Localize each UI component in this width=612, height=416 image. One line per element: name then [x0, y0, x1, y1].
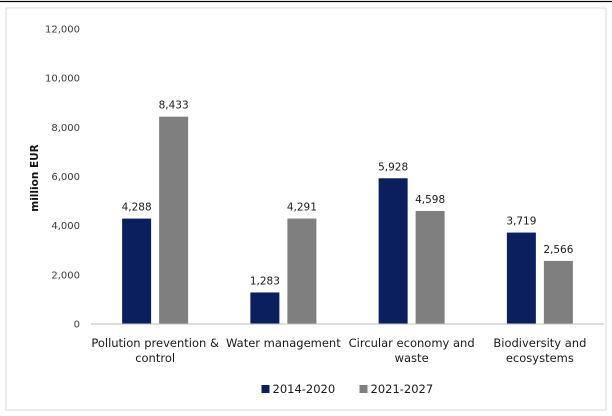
data-label: 4,291 [287, 202, 317, 214]
data-labels-group: 4,288 8,433 1,283 4,291 5,928 4,598 3,719 2,566 [122, 100, 574, 288]
y-tick-label: 0 [74, 320, 80, 331]
y-axis-ticks: 0 2,000 4,000 6,000 8,000 10,000 12,000 [45, 25, 80, 331]
category-label-line: Pollution prevention & [91, 336, 219, 350]
legend-swatch [359, 385, 368, 393]
bar [415, 210, 445, 324]
category-label: Circular economy and waste [349, 336, 475, 365]
bars-group [122, 116, 573, 324]
y-tick-label: 8,000 [51, 123, 80, 134]
bar [250, 292, 280, 324]
y-tick-label: 10,000 [45, 74, 80, 85]
y-tick-label: 6,000 [51, 172, 80, 183]
data-label: 3,719 [506, 216, 536, 228]
data-label: 4,288 [122, 202, 152, 214]
data-label: 2,566 [543, 244, 573, 256]
data-label: 1,283 [250, 275, 280, 287]
y-tick-label: 12,000 [45, 25, 80, 36]
category-label-line: Water management [226, 336, 341, 350]
category-label: Pollution prevention & control [91, 336, 219, 365]
y-tick-label: 2,000 [51, 270, 80, 281]
bar [543, 260, 573, 324]
legend-label: 2021-2027 [371, 382, 434, 396]
data-label: 5,928 [378, 161, 408, 173]
category-label-line: Biodiversity and [493, 336, 586, 350]
y-tick-label: 4,000 [51, 221, 80, 232]
y-axis-title: million EUR [29, 144, 41, 211]
bar [159, 116, 189, 324]
category-label: Water management [226, 336, 341, 350]
data-label: 8,433 [159, 100, 189, 112]
category-label-line: ecosystems [506, 351, 574, 365]
category-label-line: Circular economy and [349, 336, 475, 350]
bar [378, 178, 408, 324]
category-label-line: control [135, 351, 175, 365]
legend: 2014-2020 2021-2027 [261, 382, 434, 396]
category-label: Biodiversity and ecosystems [493, 336, 586, 365]
bar [287, 218, 317, 324]
bar [506, 232, 536, 324]
legend-swatch [261, 385, 270, 393]
bar [122, 218, 152, 324]
legend-label: 2014-2020 [273, 382, 336, 396]
chart-frame [5, 7, 607, 411]
category-label-line: waste [395, 351, 429, 365]
category-labels: Pollution prevention & control Water manag… [91, 336, 586, 365]
data-label: 4,598 [415, 194, 445, 206]
